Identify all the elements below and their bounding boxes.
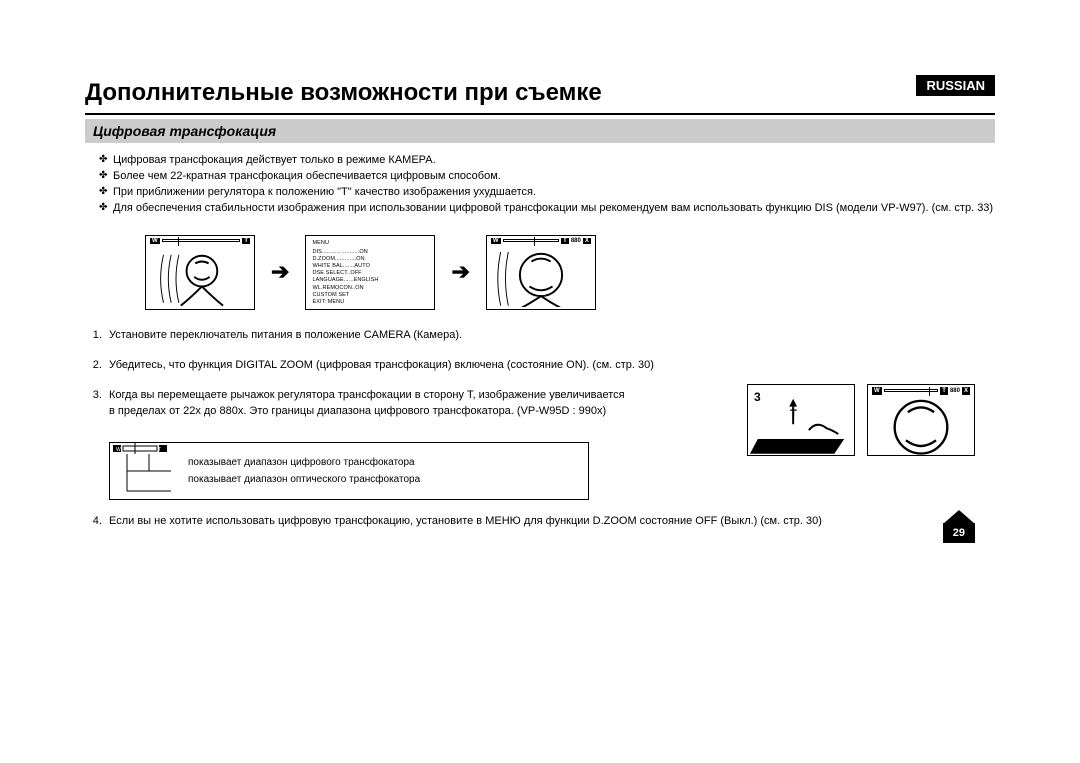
menu-lines: DIS.......................ON D.ZOOM.....… bbox=[312, 249, 428, 299]
figure-viewfinder-3: W T 880 X bbox=[867, 384, 975, 456]
person-icon bbox=[874, 399, 968, 455]
zoom-indicator: W T 880 X bbox=[872, 387, 970, 396]
page-number-marker: 29 bbox=[943, 510, 975, 543]
notes-list: Цифровая трансфокация действует только в… bbox=[99, 153, 995, 217]
manual-page: RUSSIAN Дополнительные возможности при с… bbox=[85, 75, 995, 543]
zoom-t-icon: T bbox=[158, 447, 161, 453]
legend-diagram-icon: W T bbox=[109, 442, 171, 498]
zoom-indicator: W T bbox=[150, 238, 250, 244]
zoom-value: 880 bbox=[571, 238, 581, 244]
page-title: Дополнительные возможности при съемке bbox=[85, 79, 995, 107]
menu-line: LANGUAGE......ENGLISH bbox=[312, 277, 428, 284]
steps-list: Установите переключатель питания в полож… bbox=[105, 328, 995, 530]
step-item: Установите переключатель питания в полож… bbox=[105, 328, 995, 344]
page-number: 29 bbox=[943, 523, 975, 543]
language-badge: RUSSIAN bbox=[916, 75, 995, 96]
figure-hand-zoom: 3 T bbox=[747, 384, 855, 456]
person-icon bbox=[152, 250, 248, 308]
figure-viewfinder-2: W T 880 X bbox=[486, 235, 596, 310]
step-item: Если вы не хотите использовать цифровую … bbox=[105, 514, 995, 530]
menu-line: WHITE BAL.......AUTO bbox=[312, 263, 428, 270]
legend-line: показывает диапазон оптического трансфок… bbox=[188, 473, 576, 488]
menu-line: CUSTOM SET bbox=[312, 292, 428, 299]
step-3-text: Когда вы перемещаете рычажок регулятора … bbox=[109, 388, 629, 420]
section-subtitle: Цифровая трансфокация bbox=[85, 119, 995, 143]
zoom-x-icon: X bbox=[962, 387, 970, 396]
menu-header: MENU bbox=[312, 240, 428, 247]
zoom-x-icon: X bbox=[583, 238, 591, 244]
note-item: Цифровая трансфокация действует только в… bbox=[99, 153, 995, 169]
zoom-indicator: W T 880 X bbox=[491, 238, 591, 244]
menu-line: DSE SELECT..OFF bbox=[312, 270, 428, 277]
menu-line: D.ZOOM.............ON bbox=[312, 256, 428, 263]
note-item: Более чем 22-кратная трансфокация обеспе… bbox=[99, 169, 995, 185]
menu-line: DIS.......................ON bbox=[312, 249, 428, 256]
zoom-w-icon: W bbox=[150, 238, 160, 244]
hand-camcorder-icon bbox=[748, 385, 854, 456]
figure-viewfinder-1: W T bbox=[145, 235, 255, 310]
zoom-w-icon: W bbox=[491, 238, 501, 244]
zoom-value: 880 bbox=[950, 387, 960, 396]
step3-figures: 3 T W T 880 X bbox=[747, 384, 975, 456]
arrow-right-icon: ➔ bbox=[451, 259, 469, 285]
figure-row-1: W T ➔ MENU DIS.......................ON … bbox=[145, 235, 995, 310]
zoom-w-icon: W bbox=[872, 387, 882, 396]
step-item: Когда вы перемещаете рычажок регулятора … bbox=[105, 388, 995, 500]
zoom-t-icon: T bbox=[940, 387, 948, 396]
person-icon bbox=[493, 250, 589, 308]
note-item: При приближении регулятора к положению "… bbox=[99, 185, 995, 201]
title-rule bbox=[85, 113, 995, 115]
arrow-right-icon: ➔ bbox=[271, 259, 289, 285]
figure-menu: MENU DIS.......................ON D.ZOOM… bbox=[305, 235, 435, 310]
triangle-up-icon bbox=[943, 510, 975, 524]
zoom-t-icon: T bbox=[561, 238, 569, 244]
menu-line: WL.REMOCON..ON bbox=[312, 285, 428, 292]
zoom-t-icon: T bbox=[242, 238, 250, 244]
legend-box: W T показывает диапазон цифрового трансф… bbox=[109, 442, 589, 500]
menu-footer: EXIT: MENU bbox=[312, 299, 428, 306]
step-item: Убедитесь, что функция DIGITAL ZOOM (циф… bbox=[105, 358, 995, 374]
zoom-w-icon: W bbox=[116, 447, 121, 453]
legend-line: показывает диапазон цифрового трансфокат… bbox=[188, 456, 576, 471]
note-item: Для обеспечения стабильности изображения… bbox=[99, 201, 995, 217]
